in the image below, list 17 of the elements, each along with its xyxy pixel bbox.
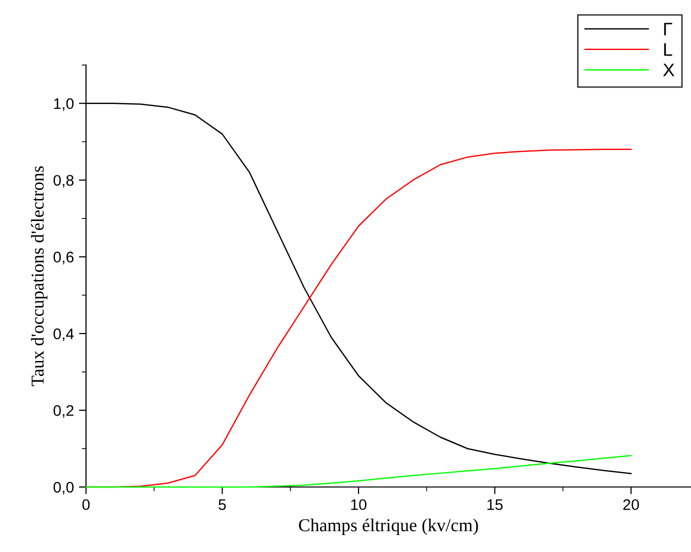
y-tick-label: 0,0 — [54, 482, 74, 494]
x-axis-title: Champs éltrique (kv/cm) — [298, 518, 478, 535]
y-axis-title: Taux d'occupations d'électrons — [31, 166, 48, 386]
y-tick-label: 1,0 — [54, 98, 74, 111]
x-tick-label: 10 — [351, 499, 366, 510]
y-tick-label: 0,6 — [54, 252, 74, 264]
y-tick-label: 0,4 — [54, 328, 74, 342]
y-tick-label: 0,8 — [54, 174, 74, 188]
legend-label: X — [663, 64, 674, 76]
line-series — [85, 454, 632, 488]
x-tick-label: 20 — [623, 499, 639, 510]
legend-label: Γ — [664, 22, 672, 36]
y-tick-label: 0,2 — [54, 405, 74, 418]
x-tick-label: 5 — [218, 499, 226, 510]
legend-label: L — [664, 43, 672, 56]
x-tick-label: 15 — [487, 499, 503, 510]
x-tick-label: 0 — [82, 499, 90, 510]
